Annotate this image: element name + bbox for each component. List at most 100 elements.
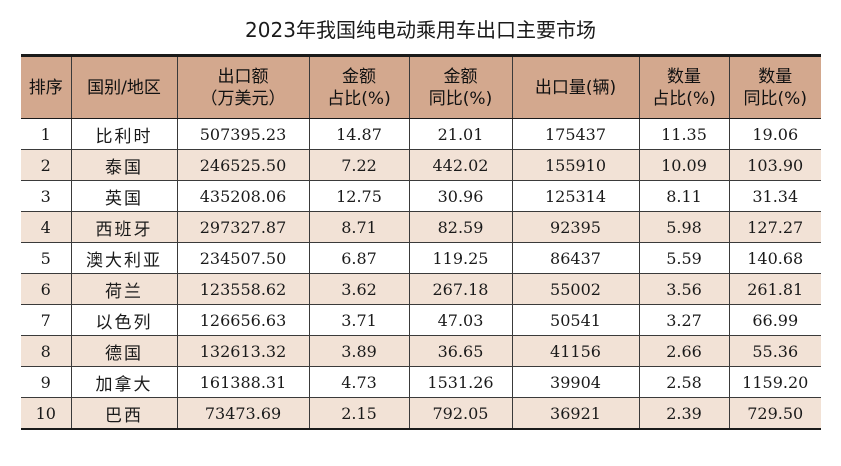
cell-export-value: 132613.32: [176, 335, 310, 367]
cell-value-share: 12.75: [308, 180, 410, 212]
cell-volume: 50541: [511, 304, 640, 336]
cell-value-yoy: 792.05: [408, 397, 513, 430]
cell-export-value: 234507.50: [176, 242, 310, 274]
cell-value-share: 7.22: [308, 149, 410, 181]
cell-volume: 155910: [511, 149, 640, 181]
cell-value-share: 3.62: [308, 273, 410, 305]
cell-volume-share: 3.27: [638, 304, 730, 336]
table-row: 6 荷兰 123558.62 3.62 267.18 55002 3.56 261.81: [21, 273, 821, 305]
table-row: 4 西班牙 297327.87 8.71 82.59 92395 5.98 127.27: [21, 211, 821, 243]
cell-volume: 55002: [511, 273, 640, 305]
cell-country: 泰国: [70, 149, 178, 181]
cell-country: 巴西: [70, 397, 178, 430]
cell-volume: 175437: [511, 118, 640, 150]
header-value-share: 金额 占比(%): [308, 54, 410, 119]
cell-volume-yoy: 140.68: [728, 242, 821, 274]
header-rank: 排序: [21, 54, 72, 119]
cell-export-value: 123558.62: [176, 273, 310, 305]
table-title: 2023年我国纯电动乘用车出口主要市场: [245, 18, 596, 42]
cell-volume-share: 3.56: [638, 273, 730, 305]
cell-value-yoy: 21.01: [408, 118, 513, 150]
header-row: 排序 国别/地区 出口额 （万美元） 金额 占比(%) 金额 同比(%) 出口量(辆)…: [21, 54, 821, 119]
cell-volume: 41156: [511, 335, 640, 367]
cell-value-share: 8.71: [308, 211, 410, 243]
cell-value-yoy: 82.59: [408, 211, 513, 243]
cell-value-share: 14.87: [308, 118, 410, 150]
cell-export-value: 297327.87: [176, 211, 310, 243]
table-body: 1 比利时 507395.23 14.87 21.01 175437 11.35 19.06 2…: [21, 118, 821, 430]
cell-export-value: 73473.69: [176, 397, 310, 430]
cell-value-share: 3.89: [308, 335, 410, 367]
table-row: 3 英国 435208.06 12.75 30.96 125314 8.11 31.34: [21, 180, 821, 212]
cell-value-share: 4.73: [308, 366, 410, 398]
cell-value-share: 3.71: [308, 304, 410, 336]
cell-volume-yoy: 19.06: [728, 118, 821, 150]
cell-volume: 36921: [511, 397, 640, 430]
cell-country: 澳大利亚: [70, 242, 178, 274]
table-row: 1 比利时 507395.23 14.87 21.01 175437 11.35 19.06: [21, 118, 821, 150]
table-row: 10 巴西 73473.69 2.15 792.05 36921 2.39 729.50: [21, 397, 821, 430]
cell-value-yoy: 442.02: [408, 149, 513, 181]
header-volume-yoy: 数量 同比(%): [728, 54, 821, 119]
cell-rank: 5: [21, 242, 72, 274]
cell-rank: 4: [21, 211, 72, 243]
cell-country: 荷兰: [70, 273, 178, 305]
cell-volume-share: 2.66: [638, 335, 730, 367]
header-export-value: 出口额 （万美元）: [176, 54, 310, 119]
cell-export-value: 507395.23: [176, 118, 310, 150]
cell-volume-yoy: 31.34: [728, 180, 821, 212]
cell-export-value: 161388.31: [176, 366, 310, 398]
cell-volume-yoy: 261.81: [728, 273, 821, 305]
header-value-yoy: 金额 同比(%): [408, 54, 513, 119]
cell-volume-share: 8.11: [638, 180, 730, 212]
cell-volume-yoy: 55.36: [728, 335, 821, 367]
cell-value-yoy: 119.25: [408, 242, 513, 274]
cell-export-value: 126656.63: [176, 304, 310, 336]
cell-rank: 7: [21, 304, 72, 336]
cell-volume-share: 2.39: [638, 397, 730, 430]
cell-volume: 39904: [511, 366, 640, 398]
cell-rank: 9: [21, 366, 72, 398]
cell-volume: 86437: [511, 242, 640, 274]
cell-volume-share: 2.58: [638, 366, 730, 398]
cell-volume-yoy: 103.90: [728, 149, 821, 181]
header-country: 国别/地区: [70, 54, 178, 119]
cell-country: 德国: [70, 335, 178, 367]
cell-volume-yoy: 66.99: [728, 304, 821, 336]
table-row: 8 德国 132613.32 3.89 36.65 41156 2.66 55.36: [21, 335, 821, 367]
cell-volume-share: 10.09: [638, 149, 730, 181]
cell-export-value: 246525.50: [176, 149, 310, 181]
cell-country: 加拿大: [70, 366, 178, 398]
cell-volume-share: 5.98: [638, 211, 730, 243]
table-row: 5 澳大利亚 234507.50 6.87 119.25 86437 5.59 140.68: [21, 242, 821, 274]
header-volume-share: 数量 占比(%): [638, 54, 730, 119]
cell-value-yoy: 267.18: [408, 273, 513, 305]
cell-export-value: 435208.06: [176, 180, 310, 212]
cell-value-yoy: 30.96: [408, 180, 513, 212]
table-row: 9 加拿大 161388.31 4.73 1531.26 39904 2.58 1159.20: [21, 366, 821, 398]
cell-rank: 10: [21, 397, 72, 430]
cell-rank: 6: [21, 273, 72, 305]
cell-value-yoy: 1531.26: [408, 366, 513, 398]
cell-country: 比利时: [70, 118, 178, 150]
cell-volume-yoy: 1159.20: [728, 366, 821, 398]
cell-rank: 2: [21, 149, 72, 181]
cell-rank: 8: [21, 335, 72, 367]
export-markets-table: 排序 国别/地区 出口额 （万美元） 金额 占比(%) 金额 同比(%) 出口量(辆)…: [21, 54, 821, 430]
cell-country: 以色列: [70, 304, 178, 336]
cell-volume-yoy: 729.50: [728, 397, 821, 430]
header-volume: 出口量(辆): [511, 54, 640, 119]
cell-volume-share: 5.59: [638, 242, 730, 274]
cell-volume-share: 11.35: [638, 118, 730, 150]
cell-value-yoy: 47.03: [408, 304, 513, 336]
cell-value-yoy: 36.65: [408, 335, 513, 367]
cell-country: 英国: [70, 180, 178, 212]
cell-rank: 1: [21, 118, 72, 150]
cell-country: 西班牙: [70, 211, 178, 243]
cell-value-share: 6.87: [308, 242, 410, 274]
cell-rank: 3: [21, 180, 72, 212]
cell-volume: 92395: [511, 211, 640, 243]
cell-value-share: 2.15: [308, 397, 410, 430]
table-row: 7 以色列 126656.63 3.71 47.03 50541 3.27 66.99: [21, 304, 821, 336]
table-row: 2 泰国 246525.50 7.22 442.02 155910 10.09 103.90: [21, 149, 821, 181]
